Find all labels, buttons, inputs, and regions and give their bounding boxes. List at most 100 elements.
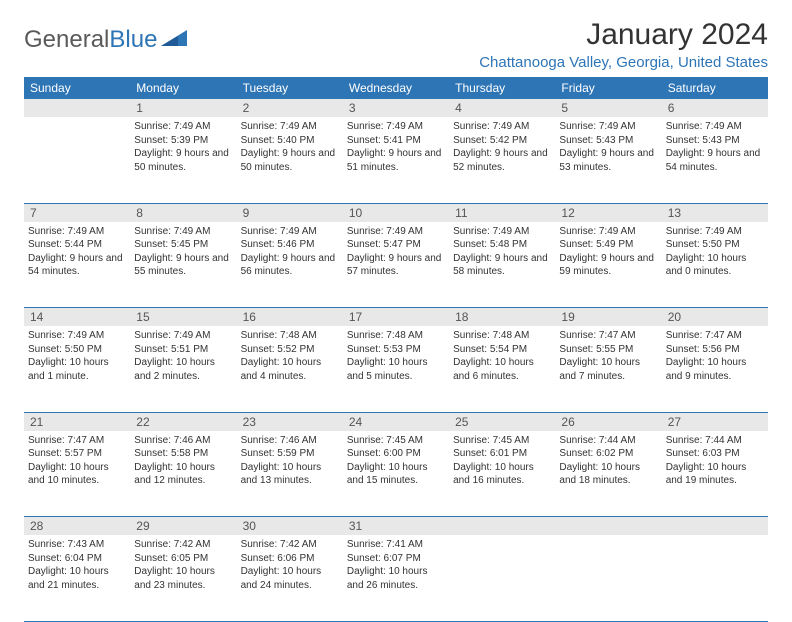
day-cell: Sunrise: 7:41 AM Sunset: 6:07 PM Dayligh… bbox=[343, 535, 449, 621]
day-details: Sunrise: 7:48 AM Sunset: 5:54 PM Dayligh… bbox=[453, 329, 551, 383]
day-details: Sunrise: 7:41 AM Sunset: 6:07 PM Dayligh… bbox=[347, 538, 445, 592]
day-details: Sunrise: 7:49 AM Sunset: 5:42 PM Dayligh… bbox=[453, 120, 551, 174]
day-number: 28 bbox=[24, 517, 130, 536]
day-number bbox=[24, 99, 130, 117]
day-details: Sunrise: 7:44 AM Sunset: 6:03 PM Dayligh… bbox=[666, 434, 764, 488]
day-number: 21 bbox=[24, 412, 130, 431]
day-number: 24 bbox=[343, 412, 449, 431]
day-number: 30 bbox=[237, 517, 343, 536]
day-cell: Sunrise: 7:43 AM Sunset: 6:04 PM Dayligh… bbox=[24, 535, 130, 621]
day-details: Sunrise: 7:49 AM Sunset: 5:41 PM Dayligh… bbox=[347, 120, 445, 174]
col-wednesday: Wednesday bbox=[343, 77, 449, 99]
day-cell bbox=[555, 535, 661, 621]
day-number: 26 bbox=[555, 412, 661, 431]
col-friday: Friday bbox=[555, 77, 661, 99]
day-number: 4 bbox=[449, 99, 555, 117]
day-details: Sunrise: 7:47 AM Sunset: 5:55 PM Dayligh… bbox=[559, 329, 657, 383]
day-header-row: Sunday Monday Tuesday Wednesday Thursday… bbox=[24, 77, 768, 99]
day-cell: Sunrise: 7:49 AM Sunset: 5:39 PM Dayligh… bbox=[130, 117, 236, 203]
day-cell: Sunrise: 7:49 AM Sunset: 5:50 PM Dayligh… bbox=[662, 222, 768, 308]
day-number: 2 bbox=[237, 99, 343, 117]
day-details: Sunrise: 7:46 AM Sunset: 5:58 PM Dayligh… bbox=[134, 434, 232, 488]
day-cell: Sunrise: 7:46 AM Sunset: 5:59 PM Dayligh… bbox=[237, 431, 343, 517]
day-cell: Sunrise: 7:49 AM Sunset: 5:47 PM Dayligh… bbox=[343, 222, 449, 308]
day-details: Sunrise: 7:48 AM Sunset: 5:52 PM Dayligh… bbox=[241, 329, 339, 383]
col-tuesday: Tuesday bbox=[237, 77, 343, 99]
week-row: Sunrise: 7:43 AM Sunset: 6:04 PM Dayligh… bbox=[24, 535, 768, 621]
day-number: 5 bbox=[555, 99, 661, 117]
col-monday: Monday bbox=[130, 77, 236, 99]
day-number bbox=[449, 517, 555, 536]
day-cell: Sunrise: 7:49 AM Sunset: 5:43 PM Dayligh… bbox=[662, 117, 768, 203]
day-cell: Sunrise: 7:44 AM Sunset: 6:03 PM Dayligh… bbox=[662, 431, 768, 517]
flag-icon bbox=[161, 30, 187, 51]
page-header: GeneralBlue January 2024 Chattanooga Val… bbox=[24, 18, 768, 71]
day-details: Sunrise: 7:49 AM Sunset: 5:45 PM Dayligh… bbox=[134, 225, 232, 279]
day-number: 18 bbox=[449, 308, 555, 327]
day-details: Sunrise: 7:49 AM Sunset: 5:50 PM Dayligh… bbox=[28, 329, 126, 383]
day-cell: Sunrise: 7:49 AM Sunset: 5:41 PM Dayligh… bbox=[343, 117, 449, 203]
day-number: 12 bbox=[555, 203, 661, 222]
col-sunday: Sunday bbox=[24, 77, 130, 99]
day-cell: Sunrise: 7:49 AM Sunset: 5:44 PM Dayligh… bbox=[24, 222, 130, 308]
week-row: Sunrise: 7:49 AM Sunset: 5:50 PM Dayligh… bbox=[24, 326, 768, 412]
day-details: Sunrise: 7:47 AM Sunset: 5:57 PM Dayligh… bbox=[28, 434, 126, 488]
month-title: January 2024 bbox=[479, 18, 768, 52]
day-number: 15 bbox=[130, 308, 236, 327]
day-details: Sunrise: 7:48 AM Sunset: 5:53 PM Dayligh… bbox=[347, 329, 445, 383]
day-details: Sunrise: 7:46 AM Sunset: 5:59 PM Dayligh… bbox=[241, 434, 339, 488]
day-number: 1 bbox=[130, 99, 236, 117]
day-number: 22 bbox=[130, 412, 236, 431]
day-details: Sunrise: 7:44 AM Sunset: 6:02 PM Dayligh… bbox=[559, 434, 657, 488]
day-details: Sunrise: 7:49 AM Sunset: 5:51 PM Dayligh… bbox=[134, 329, 232, 383]
day-details: Sunrise: 7:49 AM Sunset: 5:50 PM Dayligh… bbox=[666, 225, 764, 279]
daynum-row: 21222324252627 bbox=[24, 412, 768, 431]
day-details: Sunrise: 7:49 AM Sunset: 5:44 PM Dayligh… bbox=[28, 225, 126, 279]
calendar-table: Sunday Monday Tuesday Wednesday Thursday… bbox=[24, 77, 768, 622]
day-number: 27 bbox=[662, 412, 768, 431]
day-number bbox=[555, 517, 661, 536]
day-cell: Sunrise: 7:42 AM Sunset: 6:06 PM Dayligh… bbox=[237, 535, 343, 621]
brand-gray: General bbox=[24, 26, 109, 53]
day-details: Sunrise: 7:49 AM Sunset: 5:43 PM Dayligh… bbox=[559, 120, 657, 174]
title-block: January 2024 Chattanooga Valley, Georgia… bbox=[479, 18, 768, 71]
day-cell bbox=[24, 117, 130, 203]
day-details: Sunrise: 7:49 AM Sunset: 5:43 PM Dayligh… bbox=[666, 120, 764, 174]
day-cell bbox=[449, 535, 555, 621]
day-cell: Sunrise: 7:44 AM Sunset: 6:02 PM Dayligh… bbox=[555, 431, 661, 517]
day-details: Sunrise: 7:47 AM Sunset: 5:56 PM Dayligh… bbox=[666, 329, 764, 383]
day-details: Sunrise: 7:49 AM Sunset: 5:39 PM Dayligh… bbox=[134, 120, 232, 174]
day-cell: Sunrise: 7:49 AM Sunset: 5:42 PM Dayligh… bbox=[449, 117, 555, 203]
day-number: 31 bbox=[343, 517, 449, 536]
daynum-row: 78910111213 bbox=[24, 203, 768, 222]
day-details: Sunrise: 7:49 AM Sunset: 5:47 PM Dayligh… bbox=[347, 225, 445, 279]
calendar-body: 123456Sunrise: 7:49 AM Sunset: 5:39 PM D… bbox=[24, 99, 768, 621]
day-cell: Sunrise: 7:49 AM Sunset: 5:40 PM Dayligh… bbox=[237, 117, 343, 203]
day-cell: Sunrise: 7:47 AM Sunset: 5:55 PM Dayligh… bbox=[555, 326, 661, 412]
day-number: 3 bbox=[343, 99, 449, 117]
brand-logo: GeneralBlue bbox=[24, 26, 187, 54]
day-number: 11 bbox=[449, 203, 555, 222]
day-number bbox=[662, 517, 768, 536]
daynum-row: 28293031 bbox=[24, 517, 768, 536]
day-cell: Sunrise: 7:49 AM Sunset: 5:51 PM Dayligh… bbox=[130, 326, 236, 412]
day-number: 14 bbox=[24, 308, 130, 327]
col-thursday: Thursday bbox=[449, 77, 555, 99]
day-cell: Sunrise: 7:46 AM Sunset: 5:58 PM Dayligh… bbox=[130, 431, 236, 517]
day-details: Sunrise: 7:49 AM Sunset: 5:40 PM Dayligh… bbox=[241, 120, 339, 174]
col-saturday: Saturday bbox=[662, 77, 768, 99]
day-details: Sunrise: 7:43 AM Sunset: 6:04 PM Dayligh… bbox=[28, 538, 126, 592]
day-number: 6 bbox=[662, 99, 768, 117]
day-details: Sunrise: 7:49 AM Sunset: 5:49 PM Dayligh… bbox=[559, 225, 657, 279]
day-cell: Sunrise: 7:47 AM Sunset: 5:57 PM Dayligh… bbox=[24, 431, 130, 517]
day-cell: Sunrise: 7:49 AM Sunset: 5:50 PM Dayligh… bbox=[24, 326, 130, 412]
day-details: Sunrise: 7:42 AM Sunset: 6:05 PM Dayligh… bbox=[134, 538, 232, 592]
week-row: Sunrise: 7:49 AM Sunset: 5:39 PM Dayligh… bbox=[24, 117, 768, 203]
day-number: 9 bbox=[237, 203, 343, 222]
day-number: 16 bbox=[237, 308, 343, 327]
day-cell: Sunrise: 7:49 AM Sunset: 5:46 PM Dayligh… bbox=[237, 222, 343, 308]
day-number: 10 bbox=[343, 203, 449, 222]
day-cell: Sunrise: 7:49 AM Sunset: 5:48 PM Dayligh… bbox=[449, 222, 555, 308]
day-number: 13 bbox=[662, 203, 768, 222]
day-cell: Sunrise: 7:47 AM Sunset: 5:56 PM Dayligh… bbox=[662, 326, 768, 412]
